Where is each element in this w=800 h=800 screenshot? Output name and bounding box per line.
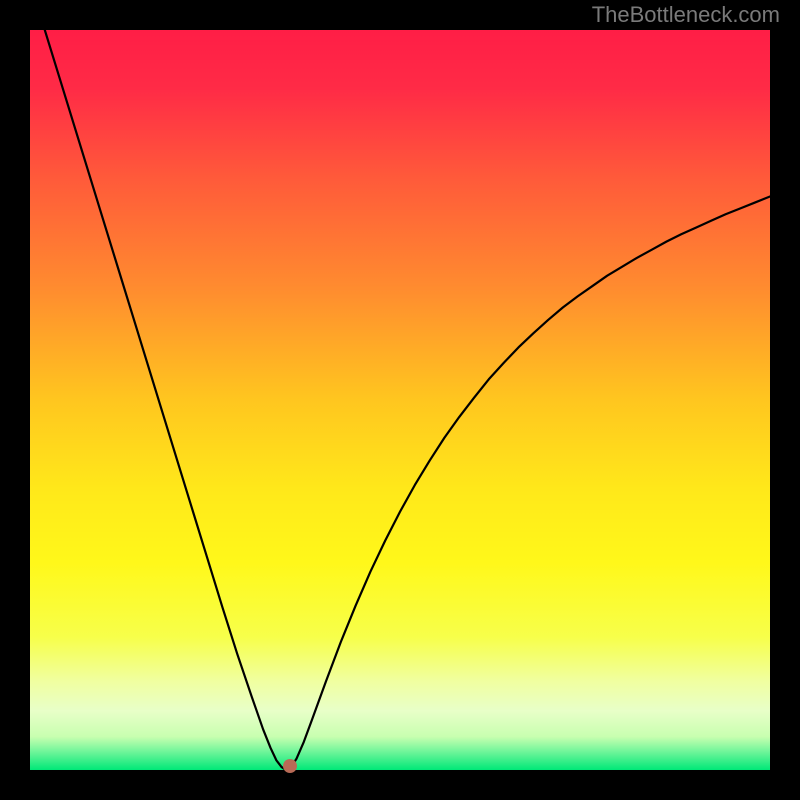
watermark-text: TheBottleneck.com — [592, 2, 780, 28]
plot-area — [30, 30, 770, 770]
bottleneck-curve — [45, 30, 770, 770]
curve-svg — [30, 30, 770, 770]
optimal-point-marker — [283, 759, 297, 773]
